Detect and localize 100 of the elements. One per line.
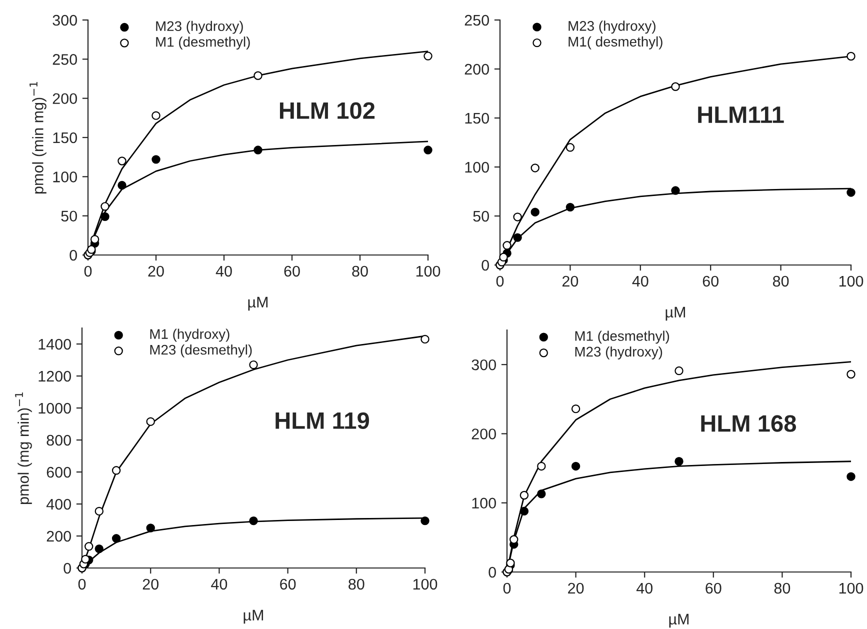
y-tick-label: 250 — [52, 54, 77, 65]
x-tick-label: 60 — [280, 578, 296, 590]
legend-label: M23 (hydroxy) — [568, 20, 656, 34]
y-axis-title: pmol (mg min)$^{−1}$ — [15, 392, 32, 504]
y-tick-label: 1200 — [38, 370, 71, 382]
y-tick-label: 50 — [473, 210, 489, 222]
y-tick-label: 300 — [52, 14, 77, 26]
legend-label: M1 (desmethyl) — [575, 330, 670, 344]
x-tick-label: 60 — [702, 276, 718, 287]
point — [254, 146, 262, 154]
x-tick-label: 100 — [839, 582, 864, 594]
point — [530, 164, 540, 172]
point — [674, 457, 684, 466]
point — [671, 82, 680, 91]
x-tick-label: 20 — [562, 276, 578, 287]
point — [118, 156, 126, 166]
point — [520, 490, 529, 500]
point — [81, 554, 90, 564]
x-tick-label: 20 — [568, 582, 584, 594]
x-axis-title: µM — [669, 614, 689, 628]
annotation: HLM111 — [698, 106, 784, 123]
y-tick-label: 600 — [46, 466, 71, 478]
legend-label: M1 (desmethyl) — [156, 36, 250, 50]
y-tick-label: 200 — [472, 428, 496, 440]
y-tick-label: 200 — [464, 64, 489, 75]
y-tick-label: 400 — [46, 498, 71, 510]
point — [530, 208, 540, 216]
point — [112, 466, 121, 475]
y-tick-label: 50 — [61, 210, 77, 222]
legend-label: M1 (hydroxy) — [150, 328, 230, 342]
y-tick-label: 100 — [472, 498, 496, 509]
point — [674, 366, 684, 376]
point — [513, 212, 522, 222]
x-tick-label: 0 — [503, 582, 511, 594]
point — [520, 506, 529, 516]
x-axis-title: µM — [248, 296, 268, 311]
point — [537, 462, 546, 471]
x-tick-label: 0 — [84, 266, 92, 277]
y-tick-label: 1000 — [38, 402, 71, 414]
point — [566, 143, 575, 152]
point — [513, 233, 522, 242]
y-tick-label: 100 — [465, 162, 489, 173]
y-tick-label: 200 — [52, 93, 77, 104]
point — [152, 111, 160, 120]
legend-label: M23 (hydroxy) — [575, 346, 662, 360]
x-tick-label: 40 — [211, 578, 228, 590]
y-tick-label: 300 — [472, 359, 496, 370]
y-tick-label: 0 — [64, 562, 71, 574]
x-tick-label: 60 — [706, 582, 722, 594]
x-tick-label: 80 — [774, 582, 790, 594]
point — [100, 202, 110, 211]
point — [100, 212, 110, 221]
point — [90, 234, 100, 244]
point — [571, 462, 580, 471]
point — [94, 544, 104, 554]
x-tick-label: 40 — [632, 276, 648, 287]
annotation: HLM 102 — [280, 102, 375, 119]
y-axis-title: pmol (min mg)$^{−1}$ — [30, 82, 46, 194]
x-tick-label: 100 — [839, 276, 864, 287]
x-tick-label: 100 — [413, 578, 438, 590]
x-tick-label: 80 — [772, 276, 789, 287]
x-axis-title: µM — [244, 610, 264, 624]
x-tick-label: 0 — [496, 276, 504, 287]
point — [112, 534, 121, 543]
y-tick-label: 250 — [464, 14, 489, 26]
point — [84, 542, 94, 551]
point — [846, 188, 856, 197]
legend-label: M1( desmethyl) — [568, 36, 662, 50]
point — [420, 516, 430, 526]
point — [146, 524, 155, 532]
point — [94, 506, 104, 516]
point — [420, 334, 430, 344]
y-tick-label: 0 — [488, 566, 496, 578]
y-tick-label: 800 — [46, 434, 71, 446]
point — [571, 404, 580, 414]
y-tick-label: 0 — [70, 250, 77, 261]
y-tick-label: 150 — [53, 132, 77, 144]
point — [566, 202, 575, 212]
point — [249, 516, 258, 526]
annotation: HLM 168 — [701, 415, 796, 432]
x-tick-label: 80 — [352, 266, 368, 277]
y-tick-label: 1400 — [38, 338, 71, 350]
x-tick-label: 20 — [148, 266, 164, 277]
x-tick-label: 40 — [636, 582, 652, 594]
legend-label: M23 (hydroxy) — [156, 20, 243, 34]
point — [671, 186, 680, 195]
point — [499, 252, 508, 262]
y-tick-label: 200 — [46, 530, 71, 542]
point — [118, 180, 126, 190]
legend-label: M23 (desmethyl) — [150, 344, 252, 358]
x-tick-label: 40 — [216, 266, 232, 277]
point — [846, 370, 856, 379]
x-tick-label: 0 — [78, 578, 86, 590]
point — [502, 241, 512, 250]
point — [152, 155, 160, 164]
point — [424, 52, 432, 60]
point — [249, 360, 258, 370]
point — [846, 472, 856, 481]
point — [254, 71, 262, 80]
x-tick-label: 80 — [348, 578, 364, 590]
